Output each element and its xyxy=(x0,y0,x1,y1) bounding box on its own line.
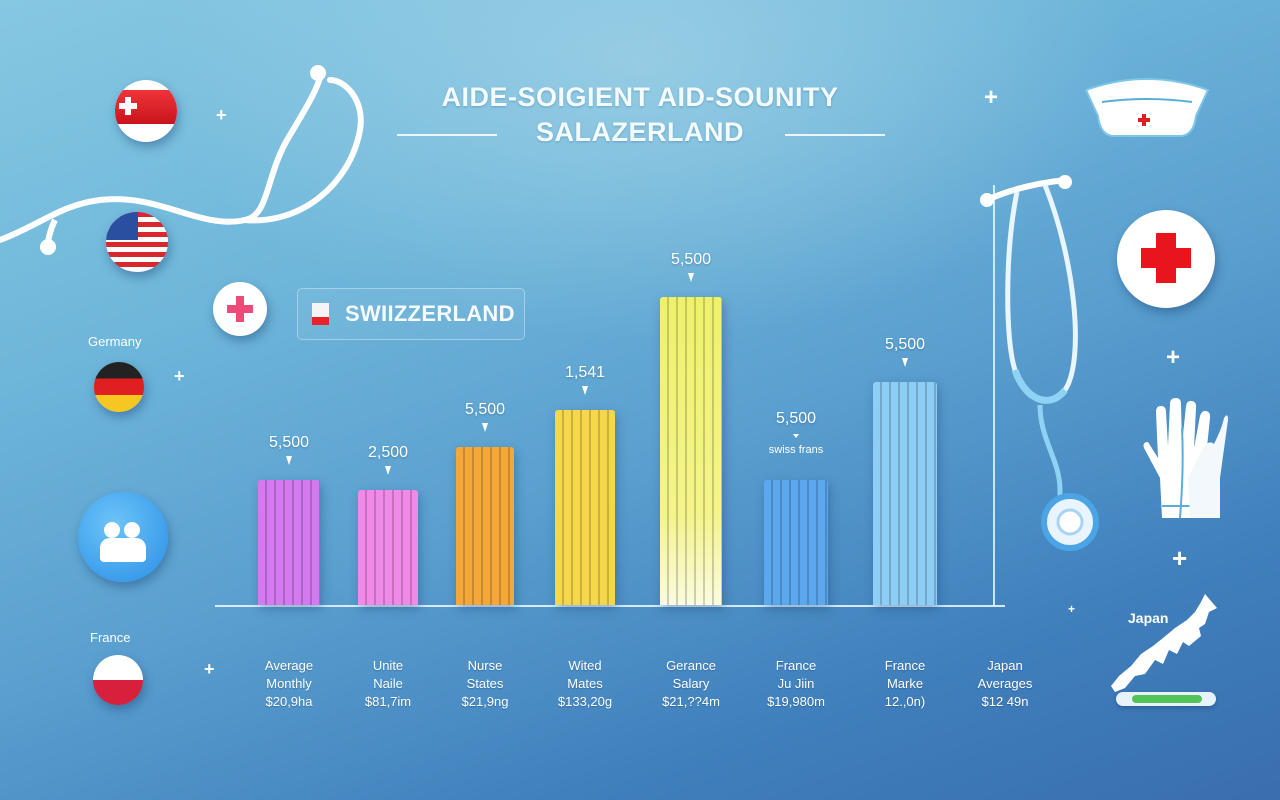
category-label-line: $12 49n xyxy=(981,694,1029,709)
medical-badge-icon xyxy=(213,282,267,336)
category-label-line: $81,7im xyxy=(364,694,412,709)
bar xyxy=(764,480,828,605)
bar xyxy=(258,480,320,605)
plus-icon: + xyxy=(984,84,999,111)
bar-stripes xyxy=(660,297,722,605)
plus-icon: + xyxy=(216,105,227,125)
country-label-france: France xyxy=(90,630,131,645)
category-label-line: Salary xyxy=(672,676,710,691)
chart-title-line2: SALAZERLAND xyxy=(536,117,744,147)
bar-stripes xyxy=(873,382,937,605)
title-rule-right xyxy=(785,134,885,136)
bar xyxy=(555,410,615,605)
title-rule-left xyxy=(397,134,497,136)
bar xyxy=(660,297,722,605)
bar-value-label: 5,500 xyxy=(464,401,506,418)
category-label: Wited Mates $133,20g xyxy=(535,657,635,711)
category-label-line: Naile xyxy=(373,676,403,691)
category-label-line: $19,980m xyxy=(767,694,825,709)
category-label-line: France xyxy=(775,658,817,673)
bar-value-label: 5,500 xyxy=(670,251,712,268)
category-label-line: Mates xyxy=(567,676,603,691)
plus-icon: + xyxy=(1068,602,1076,616)
medical-gloves-icon xyxy=(1143,398,1228,519)
poland-flag-icon xyxy=(93,655,143,705)
bar-stripes xyxy=(358,490,418,605)
bar xyxy=(358,490,418,605)
category-label-line: Japan xyxy=(987,658,1023,673)
category-label-line: $133,20g xyxy=(557,694,613,709)
bar-value-label: 2,500 xyxy=(367,444,409,461)
value-pointer-icon xyxy=(793,434,799,438)
category-label-line: Nurse xyxy=(467,658,503,673)
progress-bar xyxy=(1116,692,1216,706)
category-label: France Marke 12.,0n) xyxy=(855,657,955,711)
value-pointer-icon xyxy=(902,358,908,367)
bar-value-label: 5,500 xyxy=(775,410,817,427)
value-pointer-icon xyxy=(482,423,488,432)
value-pointer-icon xyxy=(688,273,694,282)
country-label-japan: Japan xyxy=(1128,610,1169,626)
category-label-japan: Japan Averages $12 49n xyxy=(955,657,1055,711)
value-pointer-icon xyxy=(582,386,588,395)
bar xyxy=(456,447,514,605)
bar-value-unit: swiss frans xyxy=(768,444,824,456)
category-label-line: $20,9ha xyxy=(265,694,313,709)
swiss-flag-badge-icon xyxy=(115,80,177,142)
x-axis-baseline xyxy=(215,605,1005,607)
plus-icon: + xyxy=(1172,543,1188,573)
bar-stripes xyxy=(456,447,514,605)
bar-stripes xyxy=(258,480,320,605)
progress-fill xyxy=(1132,695,1202,703)
category-label-line: Unite xyxy=(372,658,404,673)
stethoscope-icon xyxy=(0,65,364,255)
people-group-badge-icon xyxy=(78,492,168,582)
category-label: Average Monthly $20,9ha xyxy=(239,657,339,711)
right-axis-line xyxy=(993,185,995,606)
swiss-flag-icon xyxy=(312,303,329,325)
category-label-line: Gerance xyxy=(666,658,716,673)
germany-flag-icon xyxy=(94,362,144,412)
legend-switzerland: SWIIZZERLAND xyxy=(297,288,525,340)
category-label: Gerance Salary $21,??4m xyxy=(641,657,741,711)
nurse-cap-icon xyxy=(1084,78,1210,137)
category-label-line: Average xyxy=(264,658,314,673)
category-label: Unite Naile $81,7im xyxy=(338,657,438,711)
category-label: Nurse States $21,9ng xyxy=(435,657,535,711)
bar-stripes xyxy=(555,410,615,605)
country-label-germany: Germany xyxy=(88,334,142,349)
bar-value-label: 5,500 xyxy=(884,336,926,353)
plus-icon: + xyxy=(1166,344,1181,371)
usa-flag-badge-icon xyxy=(106,212,168,272)
category-label-line: $21,??4m xyxy=(662,694,720,709)
category-label-line: Marke xyxy=(886,676,924,691)
stethoscope-right-icon xyxy=(980,175,1099,551)
chart-title-line1: AIDE-SOIGIENT AID-SOUNITY xyxy=(441,82,839,112)
bar xyxy=(873,382,937,605)
category-label-line: States xyxy=(466,676,504,691)
value-pointer-icon xyxy=(286,456,292,465)
category-label-line: France xyxy=(884,658,926,673)
category-label-line: $21,9ng xyxy=(461,694,509,709)
category-label-line: Averages xyxy=(977,676,1033,691)
bar-value-label: 1,541 xyxy=(564,364,606,381)
value-pointer-icon xyxy=(385,466,391,475)
japan-map-icon xyxy=(1111,594,1217,692)
bar-value-label: 5,500 xyxy=(268,434,310,451)
plus-icon: + xyxy=(204,659,215,679)
legend-label: SWIIZZERLAND xyxy=(345,301,515,326)
category-label-line: 12.,0n) xyxy=(884,694,926,709)
bar-stripes xyxy=(764,480,828,605)
category-label-line: Ju Jiin xyxy=(777,676,815,691)
red-cross-badge-icon xyxy=(1117,210,1215,308)
plus-icon: + xyxy=(174,366,185,386)
category-label-line: Monthly xyxy=(266,676,312,691)
category-label-line: Wited xyxy=(568,658,602,673)
category-label: France Ju Jiin $19,980m xyxy=(746,657,846,711)
